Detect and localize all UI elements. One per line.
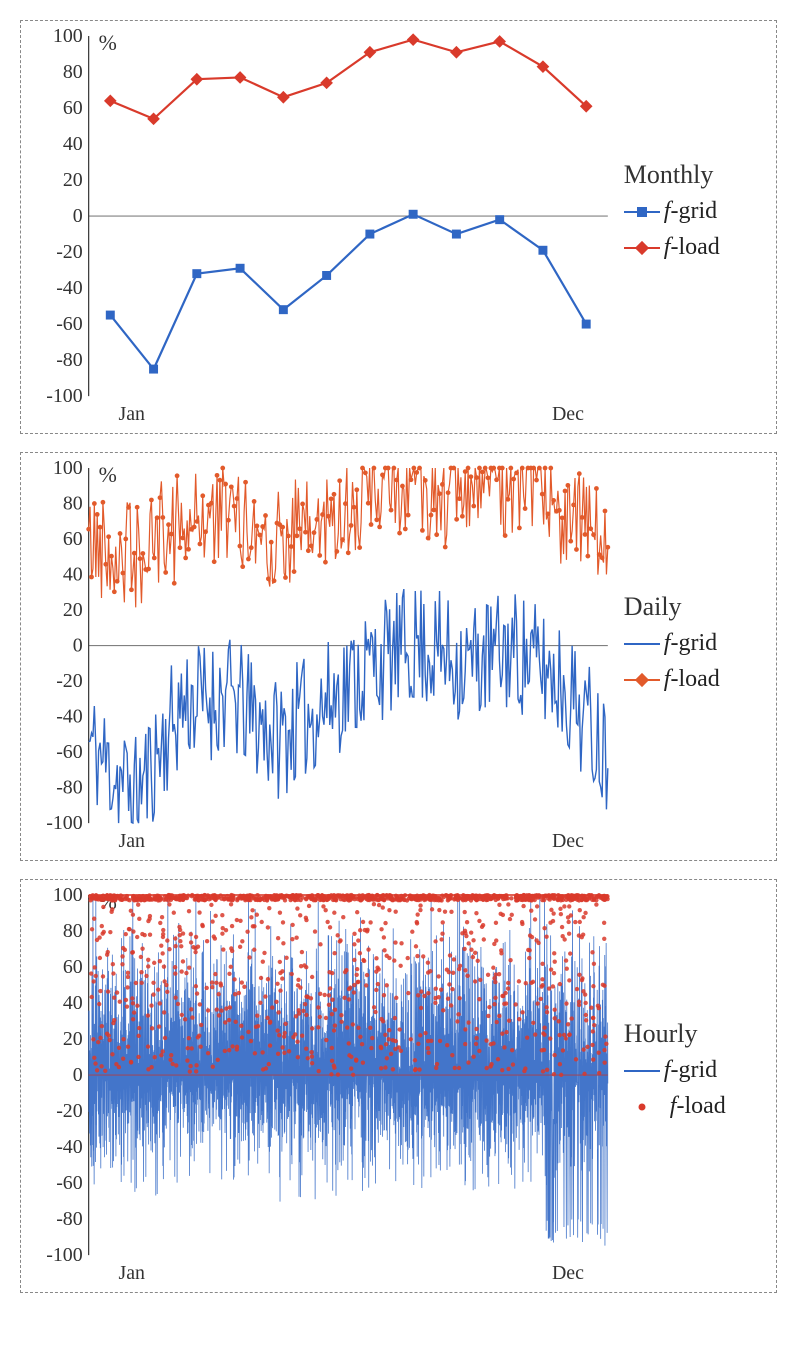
svg-text:-80: -80 <box>56 349 83 371</box>
svg-text:-20: -20 <box>56 670 83 692</box>
legend-hourly: Hourly f-grid f-load <box>614 886 768 1286</box>
svg-text:80: 80 <box>63 920 83 942</box>
svg-text:20: 20 <box>63 169 83 191</box>
svg-text:Dec: Dec <box>552 1262 584 1284</box>
legend-line-fgrid-hourly <box>624 1070 660 1072</box>
legend-swatch-fload <box>624 241 660 255</box>
svg-text:-100: -100 <box>46 385 82 407</box>
svg-text:60: 60 <box>63 956 83 978</box>
dot-marker-icon <box>638 1103 645 1110</box>
svg-text:-80: -80 <box>56 777 83 799</box>
svg-text:-60: -60 <box>56 741 83 763</box>
square-marker-icon <box>637 207 647 217</box>
svg-text:100: 100 <box>53 459 83 479</box>
legend-item-fgrid-daily: f-grid <box>624 627 768 661</box>
panel-monthly: -100 -80 -60 -40 -20 0 20 40 60 80 100% Jan Dec Mont… <box>20 20 777 434</box>
svg-text:80: 80 <box>63 493 83 515</box>
svg-text:Jan: Jan <box>119 830 146 852</box>
legend-title-monthly: Monthly <box>624 157 768 193</box>
legend-swatch-fgrid <box>624 205 660 219</box>
svg-text:-60: -60 <box>56 313 83 335</box>
svg-text:-40: -40 <box>56 1136 83 1158</box>
svg-text:Jan: Jan <box>119 403 146 425</box>
panel-hourly: -100-80-60-40-20020406080100%JanDec Hour… <box>20 879 777 1293</box>
legend-label-fload: f-load <box>664 231 720 265</box>
legend-label-fgrid: f-grid <box>664 195 717 229</box>
svg-text:0: 0 <box>73 1064 83 1086</box>
svg-text:%: % <box>99 463 117 487</box>
svg-text:40: 40 <box>63 992 83 1014</box>
diamond-marker-icon <box>635 241 649 255</box>
svg-text:60: 60 <box>63 528 83 550</box>
chart-hourly: -100-80-60-40-20020406080100%JanDec <box>27 886 614 1286</box>
legend-label-fgrid-hourly: f-grid <box>664 1054 717 1088</box>
legend-swatch-fload-hourly <box>624 1100 660 1114</box>
svg-text:-20: -20 <box>56 241 83 263</box>
legend-swatch-fload-daily <box>624 673 660 687</box>
svg-text:-80: -80 <box>56 1208 83 1230</box>
diamond-marker-icon <box>635 673 649 687</box>
legend-daily: Daily f-grid f-load <box>614 459 768 854</box>
svg-text:40: 40 <box>63 133 83 155</box>
legend-label-fload-hourly: f-load <box>664 1090 726 1124</box>
legend-monthly: Monthly f-grid f-load <box>614 27 768 427</box>
svg-text:-40: -40 <box>56 706 83 728</box>
svg-text:-100: -100 <box>46 1244 82 1266</box>
svg-text:-100: -100 <box>46 812 82 834</box>
legend-item-fload-hourly: f-load <box>624 1090 768 1124</box>
legend-item-fload: f-load <box>624 231 768 265</box>
svg-text:60: 60 <box>63 97 83 119</box>
svg-text:Dec: Dec <box>552 403 584 425</box>
legend-item-fgrid: f-grid <box>624 195 768 229</box>
svg-text:-60: -60 <box>56 1172 83 1194</box>
legend-swatch-fgrid-hourly <box>624 1064 660 1078</box>
svg-text:100: 100 <box>53 27 83 47</box>
legend-item-fload-daily: f-load <box>624 663 768 697</box>
svg-text:20: 20 <box>63 1028 83 1050</box>
legend-label-fload-daily: f-load <box>664 663 720 697</box>
svg-text:80: 80 <box>63 61 83 83</box>
svg-text:Dec: Dec <box>552 830 584 852</box>
legend-title-daily: Daily <box>624 589 768 625</box>
legend-line-fgrid-daily <box>624 643 660 645</box>
svg-text:100: 100 <box>53 886 83 906</box>
legend-item-fgrid-hourly: f-grid <box>624 1054 768 1088</box>
svg-text:20: 20 <box>63 599 83 621</box>
svg-text:40: 40 <box>63 564 83 586</box>
svg-text:0: 0 <box>73 635 83 657</box>
legend-swatch-fgrid-daily <box>624 637 660 651</box>
chart-monthly: -100 -80 -60 -40 -20 0 20 40 60 80 100% Jan Dec <box>27 27 614 427</box>
svg-text:-20: -20 <box>56 1100 83 1122</box>
svg-text:-40: -40 <box>56 277 83 299</box>
svg-text:0: 0 <box>73 205 83 227</box>
panel-daily: -100 -80 -60 -40 -20 0 20 40 60 80 100% Jan Dec Dail… <box>20 452 777 861</box>
legend-label-fgrid-daily: f-grid <box>664 627 717 661</box>
chart-daily: -100 -80 -60 -40 -20 0 20 40 60 80 100% Jan Dec <box>27 459 614 854</box>
svg-text:Jan: Jan <box>119 1262 146 1284</box>
svg-text:%: % <box>99 31 117 55</box>
legend-title-hourly: Hourly <box>624 1016 768 1052</box>
